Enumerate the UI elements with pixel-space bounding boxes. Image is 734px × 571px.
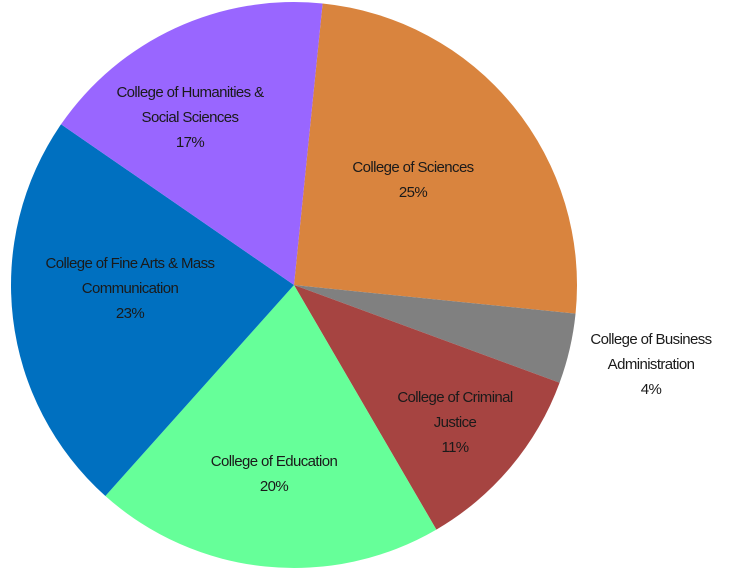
label-line: Social Sciences xyxy=(142,109,239,126)
slice-value-label: 23% xyxy=(116,305,144,322)
label-line: College of Criminal xyxy=(397,389,513,406)
label-line: Communication xyxy=(82,280,179,297)
label-line: College of Sciences xyxy=(352,159,473,176)
slice-value-label: 25% xyxy=(399,184,427,201)
label-line: College of Business xyxy=(590,331,711,348)
slice-value-label: 17% xyxy=(176,134,204,151)
label-line: College of Humanities & xyxy=(116,84,264,101)
label-line: Justice xyxy=(434,414,477,431)
slice-value-label: 11% xyxy=(441,439,468,456)
label-line: College of Fine Arts & Mass xyxy=(46,255,215,272)
slice-label: College of Sciences xyxy=(352,159,473,176)
slice-value-label: 4% xyxy=(641,381,662,398)
slice-label: College of Fine Arts & Mass Communication xyxy=(46,255,215,297)
pie-slice xyxy=(105,285,437,569)
slice-value-label: 20% xyxy=(260,478,288,495)
pie-slice xyxy=(61,1,323,285)
slice-label: College of Business Administration xyxy=(590,331,711,373)
slice-label: College of Education xyxy=(211,453,338,470)
pie-slice xyxy=(294,285,576,383)
label-line: Administration xyxy=(608,356,695,373)
label-line: College of Education xyxy=(211,453,338,470)
slice-label: College of Humanities & Social Sciences xyxy=(116,84,264,126)
slice-label: College of Criminal Justice xyxy=(397,389,513,431)
pie-slice xyxy=(294,285,560,530)
pie-slice xyxy=(11,124,295,496)
pie-slice xyxy=(294,3,578,314)
